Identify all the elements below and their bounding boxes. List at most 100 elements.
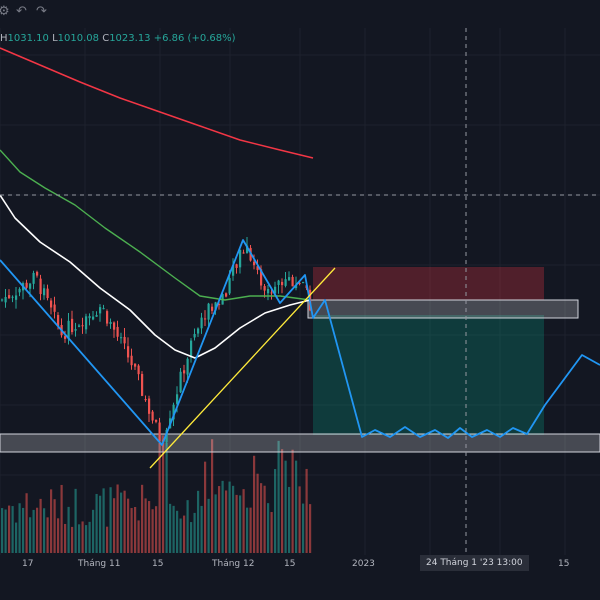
close-label: C	[102, 33, 110, 44]
candle-body	[204, 318, 207, 320]
volume-bar	[207, 498, 210, 553]
candle-body	[288, 277, 291, 281]
volume-bar	[298, 486, 301, 553]
close-value: 1023.13	[109, 33, 151, 44]
volume-bar	[60, 484, 63, 553]
candle-body	[39, 278, 42, 295]
tick-label: 15	[284, 559, 296, 569]
candle-body	[78, 325, 81, 327]
chart-toolbar: ⚙ ↶ ↷	[0, 0, 600, 28]
candle-body	[15, 295, 18, 300]
volume-bar	[246, 507, 249, 553]
candle-body	[148, 398, 151, 414]
candle-body	[179, 371, 182, 393]
volume-bar	[211, 439, 214, 553]
candle-body	[277, 280, 280, 285]
candle-body	[8, 295, 11, 299]
volume-bar	[43, 508, 46, 553]
candlestick-series	[1, 237, 312, 447]
moving-average-white	[0, 194, 311, 359]
volume-bar	[232, 485, 235, 553]
volume-bar	[141, 484, 144, 553]
take-profit-zone	[313, 315, 544, 435]
volume-bar	[204, 461, 207, 553]
candle-body	[141, 373, 144, 396]
volume-bar	[67, 506, 70, 553]
volume-bar	[239, 495, 242, 553]
volume-bar	[106, 526, 109, 553]
volume-bar	[309, 504, 312, 553]
volume-bar	[165, 443, 168, 553]
volume-bar	[39, 498, 42, 553]
volume-bar	[295, 460, 298, 553]
tick-label: 15	[558, 559, 570, 569]
redo-icon[interactable]: ↷	[36, 4, 47, 19]
high-label: H	[0, 33, 8, 44]
candle-body	[81, 325, 84, 327]
volume-bar	[95, 493, 98, 553]
candle-body	[134, 363, 137, 367]
candle-body	[260, 269, 263, 286]
volume-bar	[302, 503, 305, 553]
volume-bar	[11, 506, 14, 553]
volume-bar	[120, 492, 123, 553]
volume-bar	[256, 473, 259, 553]
candle-body	[25, 282, 28, 288]
volume-bar	[15, 522, 18, 553]
volume-bar	[221, 480, 224, 553]
stop-loss-zone	[313, 267, 544, 300]
candle-body	[74, 329, 77, 331]
volume-bar	[116, 484, 119, 553]
tick-label: Tháng 11	[78, 559, 121, 569]
ohlc-legend: H1031.10 L1010.08 C1023.13 +6.86 (+0.68%…	[0, 33, 236, 44]
trendline	[149, 267, 336, 469]
candle-body	[36, 271, 39, 276]
volume-bar	[78, 524, 81, 553]
volume-bar	[88, 521, 91, 553]
candle-body	[71, 318, 74, 333]
volume-bar	[32, 509, 35, 553]
volume-bar	[71, 526, 74, 553]
volume-bar	[81, 521, 84, 553]
candle-body	[295, 285, 298, 289]
volume-bar	[155, 506, 158, 553]
volume-bar	[18, 503, 21, 553]
candle-body	[116, 326, 119, 337]
volume-bar	[123, 490, 126, 553]
chart-grid	[0, 28, 600, 555]
candle-body	[102, 308, 105, 310]
candle-body	[274, 286, 277, 294]
candle-body	[235, 264, 238, 268]
volume-bar	[137, 520, 140, 553]
candle-body	[172, 404, 175, 420]
volume-bar	[183, 515, 186, 553]
candle-body	[183, 370, 186, 374]
volume-bar	[158, 443, 161, 553]
volume-bar	[22, 507, 25, 553]
candle-body	[57, 315, 60, 327]
volume-bar	[148, 501, 151, 553]
candle-body	[18, 288, 21, 293]
undo-icon[interactable]: ↶	[16, 4, 27, 19]
low-value: 1010.08	[57, 33, 100, 44]
candle-body	[106, 311, 109, 324]
volume-bar	[144, 498, 147, 553]
volume-bar	[4, 509, 7, 553]
volume-bar	[225, 490, 228, 553]
volume-bar	[64, 523, 67, 553]
candle-body	[113, 322, 116, 330]
candle-body	[85, 316, 88, 330]
candle-body	[11, 296, 14, 298]
candle-body	[109, 321, 112, 324]
candle-body	[144, 399, 147, 401]
tick-label: 15	[152, 559, 164, 569]
candle-body	[253, 261, 256, 266]
candle-body	[197, 328, 200, 334]
low-label: L	[52, 33, 58, 44]
volume-bar	[25, 493, 28, 553]
candle-body	[281, 281, 284, 286]
price-chart[interactable]	[0, 0, 600, 555]
volume-bar	[92, 509, 95, 553]
settings-icon[interactable]: ⚙	[0, 4, 10, 19]
volume-bar	[130, 508, 133, 553]
